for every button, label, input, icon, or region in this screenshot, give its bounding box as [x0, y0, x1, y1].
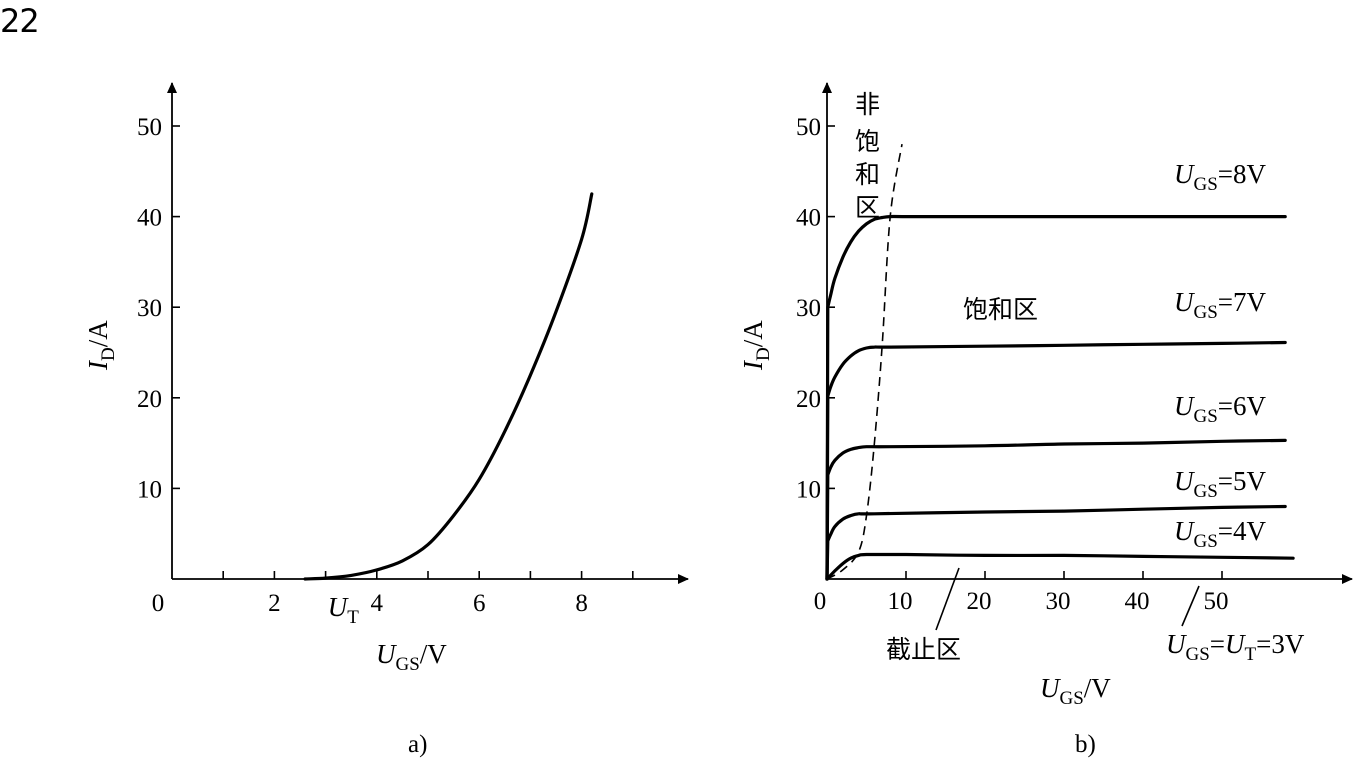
chart-b-x-tick-label: 10 [888, 588, 913, 615]
chart-a-x-tick-label: 4 [371, 590, 384, 617]
chart-a-ylabel-unit: /A [83, 320, 113, 348]
chart-a-caption: a) [408, 731, 427, 758]
chart-b-ylabel-unit: /A [738, 320, 768, 348]
chart-b-curve-5v [825, 504, 1287, 581]
bottom-label-sub1: GS [1186, 644, 1210, 665]
chart-b-curve-6v [825, 438, 1287, 581]
chart-b-xlabel-base: U [1040, 673, 1061, 703]
chart-a-y-tick-label: 40 [137, 205, 162, 232]
chart-b-curve-7v [825, 340, 1287, 581]
chart-a-transfer-curve [303, 192, 594, 581]
chart-b-threshold-curve-label: UGS=UT=3V [1166, 629, 1305, 665]
bottom-label-eq2: =3V [1256, 629, 1305, 659]
region-label-ohmic-1: 非 [855, 90, 880, 119]
chart-b-y-tick-label: 40 [796, 205, 821, 232]
region-label-ohmic-4: 区 [855, 193, 880, 222]
chart-b-x-origin-label: 0 [814, 588, 827, 615]
region-label-cutoff: 截止区 [886, 635, 961, 664]
chart-b-curve-label: UGS=6V [1174, 391, 1267, 427]
chart-a-threshold-sub: T [347, 607, 359, 628]
chart-a-y-tick-label: 50 [137, 114, 162, 141]
region-label-saturation: 饱和区 [963, 295, 1038, 324]
chart-a-xlabel-base: U [376, 639, 397, 669]
chart-b-y-tick-label: 50 [796, 114, 821, 141]
chart-a-x-tick-label: 0 [152, 590, 165, 617]
chart-a-threshold-base: U [328, 592, 349, 622]
chart-b-x-tick-label: 40 [1125, 588, 1150, 615]
chart-b-curve-label: UGS=5V [1174, 466, 1267, 502]
chart-a-y-tick-label: 20 [137, 386, 162, 413]
bottom-label-eq1: = [1210, 629, 1225, 659]
chart-b-x-tick-label: 50 [1204, 588, 1229, 615]
chart-a-ylabel-sub: D [98, 347, 119, 361]
region-label-ohmic-3: 和 [855, 160, 880, 189]
chart-a-x-tick-label: 8 [575, 590, 588, 617]
threshold-leader-line [1181, 585, 1200, 627]
chart-a-y-tick-label: 10 [137, 476, 162, 503]
chart-b-x-tick-label: 30 [1046, 588, 1071, 615]
chart-b-curve-8v [825, 214, 1287, 581]
chart-a-threshold-label: UT [328, 592, 360, 628]
chart-b-ylabel-base: I [738, 359, 768, 371]
chart-b-y-tick-label: 10 [796, 476, 821, 503]
chart-b-xlabel-sub: GS [1060, 688, 1084, 709]
chart-a-xlabel-sub: GS [396, 654, 420, 675]
chart-a-xlabel-unit: /V [420, 639, 448, 669]
chart-b-curve-4v [825, 552, 1295, 581]
chart-b-caption: b) [1075, 731, 1096, 758]
chart-b-xlabel-unit: /V [1084, 673, 1112, 703]
cutoff-leader-line [935, 567, 960, 631]
bottom-label-base1: U [1166, 629, 1187, 659]
chart-b-x-tick-label: 20 [967, 588, 992, 615]
bottom-label-base2: U [1225, 629, 1246, 659]
chart-b-x-label: UGS/V [1040, 673, 1111, 709]
chart-b-y-label: ID/A [738, 320, 774, 371]
chart-a-y-label: ID/A [83, 320, 119, 371]
chart-b-output-characteristic: 0 10 20 30 40 50 10 20 30 40 50 UGS=8V UGS=7V UGS=6… [738, 82, 1353, 758]
chart-b-curve-label: UGS=8V [1174, 159, 1267, 195]
chart-a-x-label: UGS/V [376, 639, 447, 675]
page-number: 22 [0, 2, 40, 40]
chart-a-y-tick-label: 30 [137, 295, 162, 322]
chart-a-x-tick-label: 2 [268, 590, 281, 617]
chart-b-y-tick-label: 20 [796, 386, 821, 413]
chart-b-curve-label: UGS=7V [1174, 287, 1267, 323]
chart-a-x-tick-label: 6 [473, 590, 486, 617]
chart-a-ylabel-base: I [83, 359, 113, 371]
chart-b-ylabel-sub: D [753, 347, 774, 361]
bottom-label-sub2: T [1245, 644, 1257, 665]
chart-b-curve-label: UGS=4V [1174, 516, 1267, 552]
chart-b-y-tick-label: 30 [796, 295, 821, 322]
region-label-ohmic-2: 饱 [855, 127, 880, 156]
